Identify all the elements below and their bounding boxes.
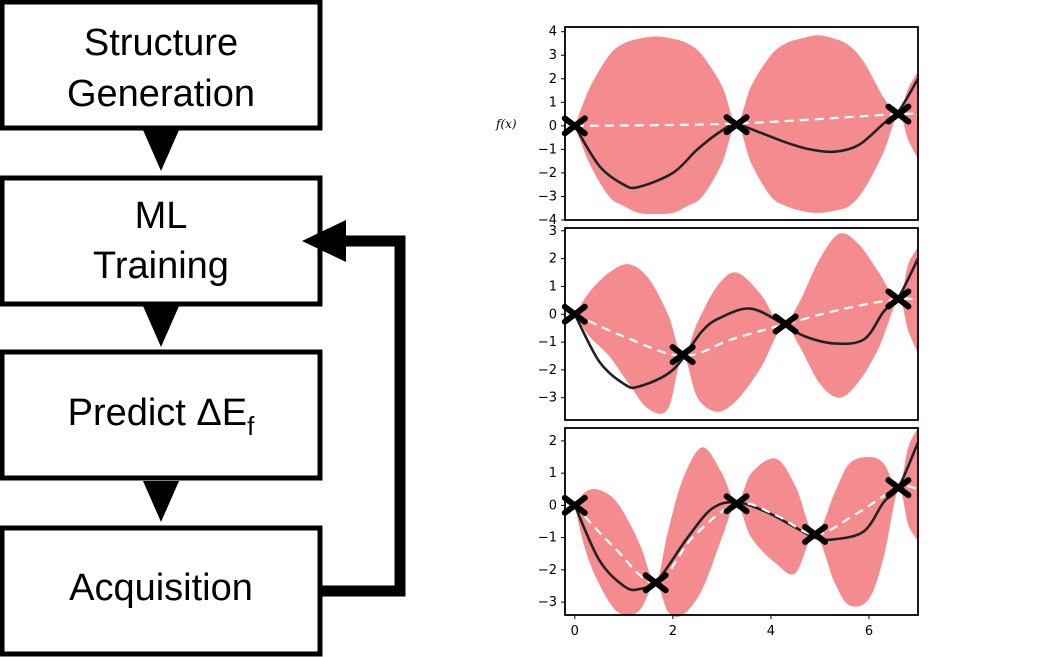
ml-training-label-line1: ML [135,195,188,237]
arrow-down-2 [143,306,179,347]
observation-marker [561,303,588,325]
predicted-mean-line [574,112,920,127]
marker-stroke [885,477,912,499]
ml-training-label-line2: Training [93,245,229,287]
marker-stroke [802,523,829,545]
uncertainty-band [574,35,918,215]
marker-stroke [723,493,750,515]
uncertainty-band [574,428,918,618]
structure-generation-label-line1: Structure [84,22,238,64]
structure-generation-box [0,0,323,131]
marker-stroke [772,313,799,335]
plot-frame [564,26,919,221]
y-tick-label: −2 [538,166,557,181]
marker-stroke [561,115,588,137]
observation-marker [642,572,669,594]
x-tick-label: 0 [571,624,579,639]
y-tick-label: −1 [538,142,557,157]
gp-plots: 4 3 2 1 0 −1 −2 −3 −4 3 2 1 0 −1 −2 −3 2 1 0 −1 −2 −3 0 2 4 6 f… [495,25,920,639]
true-function-line [573,78,920,190]
observation-marker [885,288,912,310]
x-tick-label: 4 [767,624,775,639]
true-function-line [573,258,920,390]
y-tick-label: −3 [538,391,557,406]
y-axis-label: f(x) [495,117,517,131]
x-tick-label: 2 [669,624,677,639]
feedback-loop-line [322,235,406,597]
marker-stroke [723,114,750,136]
y-tick-label: 2 [549,252,557,267]
feedback-arrowhead [302,220,346,262]
observation-marker [772,313,799,335]
observation-marker [723,114,750,136]
marker-stroke [885,103,912,125]
y-tick-label: 2 [549,434,557,449]
y-tick-label: −3 [538,595,557,610]
marker-stroke [561,494,588,516]
y-tick-label: 2 [549,72,557,87]
y-tick-label: 0 [549,119,557,134]
predict-label-main: Predict ΔE [68,392,248,434]
y-tick-label: 1 [549,279,557,294]
uncertainty-band [574,233,918,414]
y-tick-label: 0 [549,307,557,322]
plot-frame [564,227,919,421]
y-tick-label: −1 [538,335,557,350]
predict-label: Predict ΔEf [68,392,256,441]
arrow-down-1 [143,130,179,171]
y-tick-label: −2 [538,363,557,378]
acquisition-label: Acquisition [69,567,253,609]
y-tick-label: 0 [549,498,557,513]
flowchart: Structure Generation ML Training Predict… [0,0,406,657]
predict-label-subscript: f [247,411,255,441]
acquisition-box [0,525,323,657]
true-function-line [573,441,920,592]
marker-stroke [642,572,669,594]
y-tick-label: −2 [538,563,557,578]
observation-marker [885,477,912,499]
marker-stroke [669,344,696,366]
observation-marker [885,103,912,125]
y-tick-label: 1 [549,95,557,110]
observation-marker [561,115,588,137]
x-tick-label: 6 [865,624,873,639]
arrow-down-3 [143,481,179,522]
structure-generation-label-line2: Generation [67,73,255,115]
marker-stroke [561,303,588,325]
observation-marker [561,494,588,516]
observation-marker [802,523,829,545]
gp-panel-2: 3 2 1 0 −1 −2 −3 [538,224,920,421]
gp-panel-3: 2 1 0 −1 −2 −3 0 2 4 6 [538,427,920,639]
observation-marker [669,344,696,366]
marker-stroke [885,288,912,310]
y-tick-label: 1 [549,466,557,481]
gp-panel-1: 4 3 2 1 0 −1 −2 −3 −4 [538,25,920,228]
y-tick-label: −1 [538,531,557,546]
y-tick-label: −3 [538,189,557,204]
y-tick-label: 3 [549,48,557,63]
y-tick-label: 4 [549,25,557,40]
y-tick-label: 3 [549,224,557,239]
y-tick-label: −4 [538,213,557,228]
ml-training-box [0,175,323,307]
plot-frame [564,427,919,616]
predict-box [0,349,323,481]
observation-marker [723,493,750,515]
predicted-mean-line [573,484,919,584]
